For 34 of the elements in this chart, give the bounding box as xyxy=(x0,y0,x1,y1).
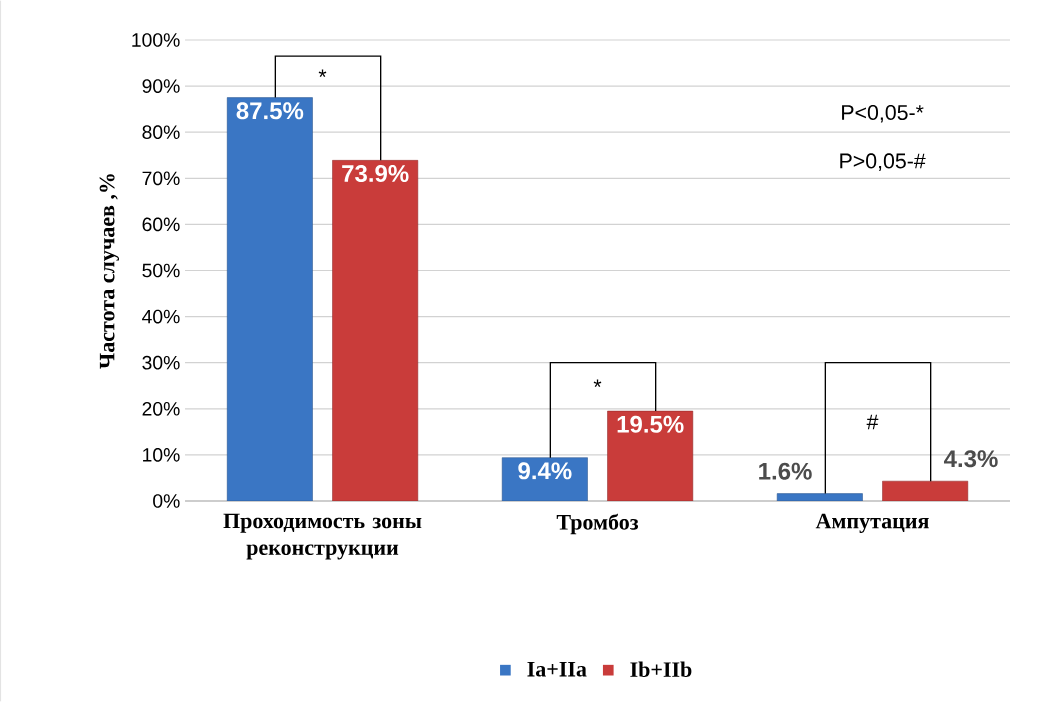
data-label: 4.3% xyxy=(943,450,998,468)
bar xyxy=(226,97,313,501)
data-label: 73.9% xyxy=(342,165,409,183)
annotation: * xyxy=(318,69,327,78)
annotation: # xyxy=(866,414,879,430)
bar xyxy=(501,457,588,501)
y-tick-label: 60% xyxy=(142,217,180,232)
y-tick-label: 70% xyxy=(142,171,180,186)
data-label: 19.5% xyxy=(617,415,684,433)
x-tick-label: Тромбоз xyxy=(556,513,639,535)
annotation: P>0,05-# xyxy=(840,153,926,171)
y-tick-label: 20% xyxy=(142,401,180,416)
data-label: 1.6% xyxy=(759,462,812,480)
legend-label: Ia+IIa xyxy=(527,661,587,677)
y-tick-label: 100% xyxy=(132,33,180,47)
y-tick-label: 90% xyxy=(142,79,180,93)
y-tick-label: 80% xyxy=(142,125,180,140)
annotation: * xyxy=(593,379,602,388)
x-tick-label: Проходимость зоны реконструкции xyxy=(223,513,422,560)
bar xyxy=(332,160,419,501)
y-axis-title: Частота случаев ,% xyxy=(99,174,120,369)
y-tick-label: 30% xyxy=(142,355,180,370)
y-tick-label: 40% xyxy=(142,309,180,324)
bar xyxy=(607,410,694,501)
annotation: P<0,05-* xyxy=(842,104,924,123)
bar xyxy=(882,480,969,501)
bar xyxy=(776,493,863,501)
legend-label: Ib+IIb xyxy=(630,661,692,678)
y-tick-label: 10% xyxy=(143,448,180,462)
y-tick-label: 50% xyxy=(142,263,180,278)
data-label: 87.5% xyxy=(236,102,304,120)
data-label: 9.4% xyxy=(518,462,572,480)
y-tick-label: 0% xyxy=(153,494,180,508)
x-tick-label: Ампутация xyxy=(815,513,929,533)
